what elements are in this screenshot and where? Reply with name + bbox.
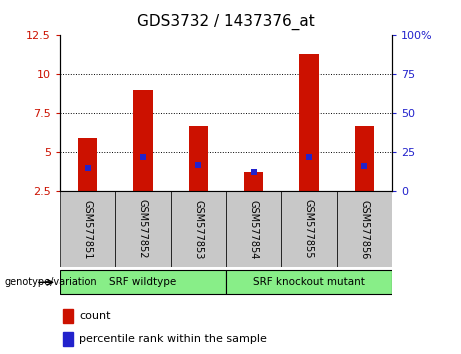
Text: genotype/variation: genotype/variation (5, 277, 97, 287)
Text: GSM577851: GSM577851 (83, 200, 93, 259)
Text: SRF wildtype: SRF wildtype (109, 277, 177, 287)
Text: GSM577856: GSM577856 (359, 200, 369, 259)
Bar (63, 332, 73, 346)
Bar (299, 54, 319, 191)
Text: GSM577852: GSM577852 (138, 199, 148, 259)
Bar (133, 90, 153, 191)
Bar (281, 191, 337, 267)
Bar (60, 191, 115, 267)
Text: count: count (79, 311, 111, 321)
Text: GDS3732 / 1437376_at: GDS3732 / 1437376_at (137, 14, 315, 30)
Text: GSM577854: GSM577854 (248, 200, 259, 259)
Bar (63, 309, 73, 323)
Bar (60, 270, 226, 294)
Bar (226, 270, 392, 294)
Bar (244, 172, 263, 191)
Bar (171, 191, 226, 267)
Bar (226, 191, 281, 267)
Bar (355, 126, 374, 191)
Bar (189, 126, 208, 191)
Bar (78, 138, 97, 191)
Text: percentile rank within the sample: percentile rank within the sample (79, 334, 267, 344)
Text: GSM577853: GSM577853 (193, 200, 203, 259)
Bar (337, 191, 392, 267)
Text: SRF knockout mutant: SRF knockout mutant (253, 277, 365, 287)
Bar (115, 191, 171, 267)
Text: GSM577855: GSM577855 (304, 199, 314, 259)
